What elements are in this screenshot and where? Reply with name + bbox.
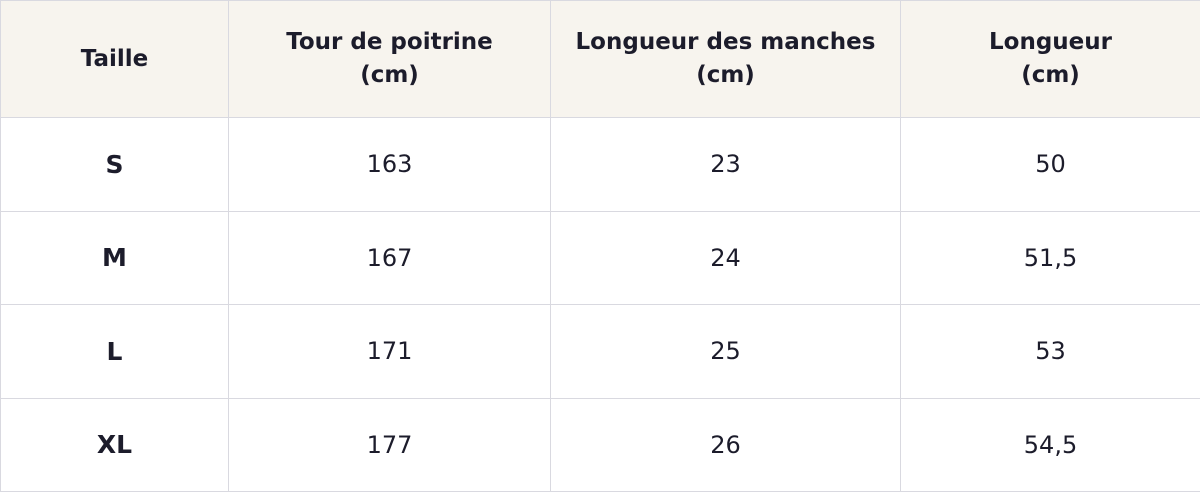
- table-header: Taille Tour de poitrine (cm) Longueur de…: [0, 0, 1200, 118]
- header-cell: Longueur (cm): [900, 0, 1200, 118]
- value-cell: 25: [550, 304, 901, 399]
- value-cell: 54,5: [900, 397, 1200, 492]
- value-cell: 26: [550, 397, 901, 492]
- header-cell: Tour de poitrine (cm): [228, 0, 551, 118]
- size-cell: M: [0, 210, 229, 305]
- value-cell: 51,5: [900, 210, 1200, 305]
- value-cell: 171: [228, 304, 551, 399]
- header-row: Taille Tour de poitrine (cm) Longueur de…: [0, 0, 1200, 118]
- value-cell: 24: [550, 210, 901, 305]
- size-cell: L: [0, 304, 229, 399]
- table-row: L 171 25 53: [0, 304, 1200, 399]
- header-cell: Taille: [0, 0, 229, 118]
- table-row: XL 177 26 54,5: [0, 397, 1200, 492]
- value-cell: 50: [900, 117, 1200, 212]
- table-row: M 167 24 51,5: [0, 210, 1200, 305]
- table-row: S 163 23 50: [0, 117, 1200, 212]
- value-cell: 163: [228, 117, 551, 212]
- value-cell: 23: [550, 117, 901, 212]
- value-cell: 53: [900, 304, 1200, 399]
- value-cell: 177: [228, 397, 551, 492]
- header-cell: Longueur des manches (cm): [550, 0, 901, 118]
- table-body: S 163 23 50 M 167 24 51,5 L 171 25 53 XL 177 26 54,5: [0, 117, 1200, 492]
- size-cell: S: [0, 117, 229, 212]
- value-cell: 167: [228, 210, 551, 305]
- size-cell: XL: [0, 397, 229, 492]
